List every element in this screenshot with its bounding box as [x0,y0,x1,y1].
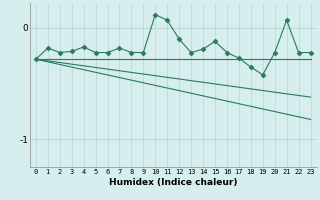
X-axis label: Humidex (Indice chaleur): Humidex (Indice chaleur) [109,178,237,187]
